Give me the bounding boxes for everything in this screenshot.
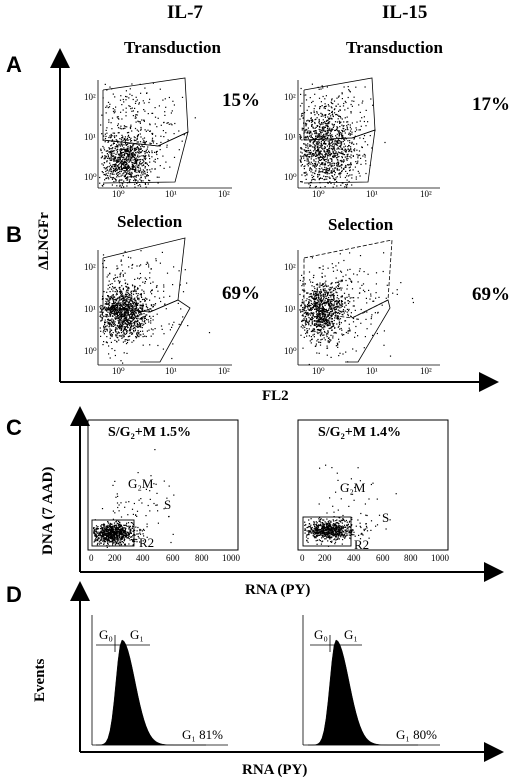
label-g0-d-left: G₀ [99, 627, 113, 642]
tick-a-right-y-0: 10⁰ [284, 172, 297, 182]
tick-c-left-x-0: 0 [89, 553, 94, 563]
tick-b-right-y-1: 10¹ [284, 304, 296, 314]
tick-c-right-x-5: 1000 [431, 553, 449, 563]
label-r2-c-right: R2 [354, 537, 370, 552]
plot-title-c-right: S/G₂+M 1.4% [318, 425, 401, 440]
plot-a-left [97, 77, 232, 189]
column-header-il15: IL-15 [382, 2, 428, 23]
tick-b-right-x-0: 10⁰ [312, 366, 325, 376]
x-axis-label-rna-d: RNA (PY) [242, 762, 308, 778]
percent-a-right: 17% [472, 94, 510, 115]
plot-c-right-frame [297, 419, 449, 551]
dots-a-right [299, 83, 386, 189]
tick-b-right-y-2: 10² [284, 262, 296, 272]
tick-c-left-x-4: 800 [195, 553, 209, 563]
histogram-d-left [96, 639, 206, 746]
dots-a-left [99, 82, 196, 188]
gate-r2-left [91, 519, 135, 547]
tick-c-left-x-3: 600 [166, 553, 180, 563]
plot-title-b-right: Selection [328, 215, 394, 234]
plot-title-b-left: Selection [117, 212, 183, 231]
dots-c-left [93, 449, 175, 548]
plot-title-a-left: Transduction [124, 38, 221, 57]
tick-c-right-x-2: 400 [347, 553, 361, 563]
tick-b-right-x-2: 10² [420, 366, 432, 376]
percent-a-left: 15% [222, 90, 260, 111]
tick-b-left-y-0: 10⁰ [84, 346, 97, 356]
tick-c-right-x-0: 0 [300, 553, 305, 563]
percent-b-left: 69% [222, 283, 260, 304]
tick-a-left-y-2: 10² [84, 92, 96, 102]
tick-b-right-x-1: 10¹ [366, 366, 378, 376]
label-g1pct-d-right: G₁ 80% [396, 727, 437, 742]
label-g1-d-left: G₁ [130, 627, 144, 642]
plot-b-right [297, 239, 440, 366]
label-g1-d-right: G₁ [344, 627, 358, 642]
label-g2m-c-left: G₂M [128, 476, 154, 491]
tick-a-left-x-1: 10¹ [165, 189, 177, 199]
tick-a-left-y-0: 10⁰ [84, 172, 97, 182]
dots-b-right [299, 252, 414, 366]
percent-b-right: 69% [472, 284, 510, 305]
tick-a-right-y-2: 10² [284, 92, 296, 102]
dots-b-left [99, 250, 211, 364]
tick-b-left-y-2: 10² [84, 262, 96, 272]
panel-letter-c: C [6, 415, 22, 440]
tick-b-left-y-1: 10¹ [84, 304, 96, 314]
tick-a-left-y-1: 10¹ [84, 132, 96, 142]
tick-a-right-y-1: 10¹ [284, 132, 296, 142]
plot-title-a-right: Transduction [346, 38, 443, 57]
tick-b-left-x-1: 10¹ [165, 366, 177, 376]
tick-b-right-y-0: 10⁰ [284, 346, 297, 356]
tick-c-left-x-2: 400 [136, 553, 150, 563]
plot-b-left [97, 237, 232, 366]
label-s-c-left: S [164, 497, 172, 512]
tick-a-right-x-1: 10¹ [366, 189, 378, 199]
tick-b-left-x-0: 10⁰ [112, 366, 125, 376]
plot-c-left-frame [87, 419, 239, 551]
x-axis-label-rna-c: RNA (PY) [245, 582, 311, 598]
tick-a-left-x-0: 10⁰ [112, 189, 125, 199]
y-axis-label-lngfr: ΔLNGFr [36, 212, 52, 270]
tick-c-right-x-1: 200 [318, 553, 332, 563]
tick-c-right-x-4: 800 [404, 553, 418, 563]
label-g2m-c-right: G₂M [340, 480, 366, 495]
label-s-c-right: S [382, 510, 390, 525]
tick-c-left-x-1: 200 [108, 553, 122, 563]
tick-b-left-x-2: 10² [218, 366, 230, 376]
panel-letter-b: B [6, 222, 22, 247]
dots-c-right [304, 464, 397, 547]
y-axis-label-dna: DNA (7 AAD) [40, 466, 56, 555]
column-header-il7: IL-7 [167, 2, 203, 23]
tick-c-right-x-3: 600 [376, 553, 390, 563]
label-g0-d-right: G₀ [314, 627, 328, 642]
tick-a-right-x-0: 10⁰ [312, 189, 325, 199]
plot-title-c-left: S/G₂+M 1.5% [108, 425, 191, 440]
x-axis-label-fl2: FL2 [262, 388, 289, 404]
tick-c-left-x-5: 1000 [222, 553, 240, 563]
tick-a-right-x-2: 10² [420, 189, 432, 199]
plot-a-right [297, 77, 440, 189]
y-axis-label-events: Events [32, 658, 48, 702]
label-g1pct-d-left: G₁ 81% [182, 727, 223, 742]
label-r2-c-left: R2 [139, 535, 155, 550]
panel-letter-a: A [6, 52, 22, 77]
histogram-d-right [308, 639, 418, 746]
panel-letter-d: D [6, 582, 22, 607]
tick-a-left-x-2: 10² [218, 189, 230, 199]
